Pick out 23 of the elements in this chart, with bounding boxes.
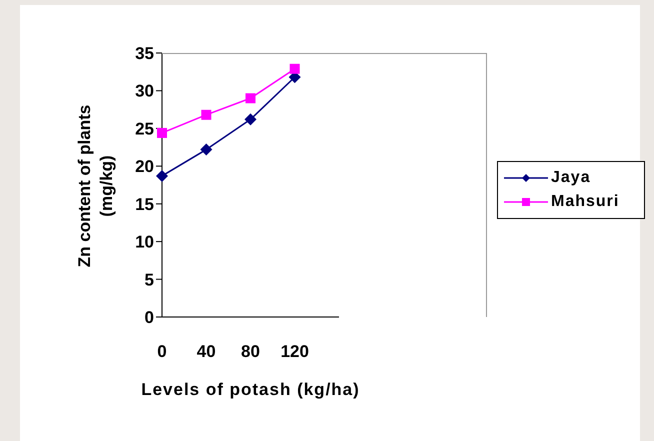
y-tick-label: 10 — [135, 232, 154, 252]
point — [201, 110, 212, 120]
point — [200, 144, 212, 156]
x-tick-label: 40 — [196, 342, 216, 362]
x-tick-label: 120 — [280, 342, 309, 362]
y-tick-label: 20 — [135, 157, 154, 176]
point — [244, 113, 256, 126]
legend-label: Jaya — [551, 168, 591, 188]
x-tick-label: 80 — [241, 342, 260, 362]
point — [290, 64, 300, 74]
legend-label: Mahsuri — [551, 192, 620, 212]
y-tick-label: 25 — [135, 119, 154, 138]
y-tick-label: 0 — [144, 308, 154, 328]
y-tick-label: 15 — [135, 194, 154, 214]
point — [246, 93, 256, 104]
x-tick-label: 0 — [157, 342, 167, 362]
point — [156, 170, 168, 182]
point — [157, 128, 167, 138]
x-axis-title: Levels of potash (kg/ha) — [141, 380, 360, 399]
y-tick-label: 30 — [135, 82, 154, 101]
y-tick-label: 35 — [135, 44, 154, 64]
y-axis-title: Zn content of plants (mg/kg) — [75, 104, 116, 268]
y-tick-label: 5 — [144, 270, 154, 290]
